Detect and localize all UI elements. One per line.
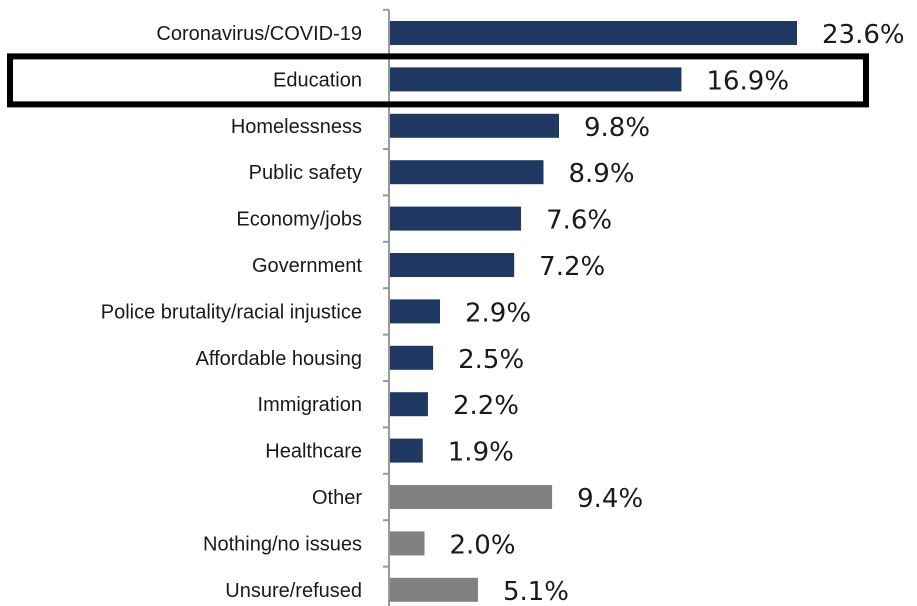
value-label: 7.6% [546,206,612,236]
category-label: Police brutality/racial injustice [101,301,362,323]
bar [390,160,544,185]
value-label: 9.4% [577,484,643,514]
highlight-box [7,53,869,108]
category-label: Government [252,255,362,277]
category-label: Public safety [249,162,362,184]
category-label: Education [273,69,362,91]
value-label: 2.2% [453,391,519,421]
bar [390,438,423,463]
category-label: Affordable housing [196,348,362,370]
value-label: 9.8% [584,113,650,143]
bar [390,113,560,138]
bar [390,206,522,231]
value-label: 2.9% [465,298,531,328]
bar [390,21,797,45]
bar [390,485,553,509]
value-label: 1.9% [448,438,514,468]
category-label: Nothing/no issues [203,533,362,555]
category-label: Economy/jobs [236,209,362,231]
bars-layer [390,21,797,602]
value-label: 7.2% [539,252,605,282]
bar [390,67,682,92]
axis-ticks [383,8,389,568]
value-label: 2.5% [458,345,524,375]
bar [390,531,425,556]
bar [390,577,478,602]
bar [390,345,434,370]
bar [390,253,515,277]
value-label: 8.9% [568,159,634,189]
category-label: Coronavirus/COVID-19 [156,23,362,45]
bar [390,392,428,417]
value-label: 5.1% [503,577,569,606]
labels-layer: Coronavirus/COVID-19 23.6% Education 16.9% H… [101,20,905,606]
category-label: Healthcare [265,441,362,463]
category-label: Homelessness [231,116,362,138]
value-label: 2.0% [449,530,515,560]
bar [390,299,441,324]
category-label: Immigration [258,394,362,416]
category-label: Unsure/refused [225,580,362,602]
value-label: 23.6% [822,20,905,50]
value-label: 16.9% [706,66,789,96]
category-label: Other [312,487,362,509]
